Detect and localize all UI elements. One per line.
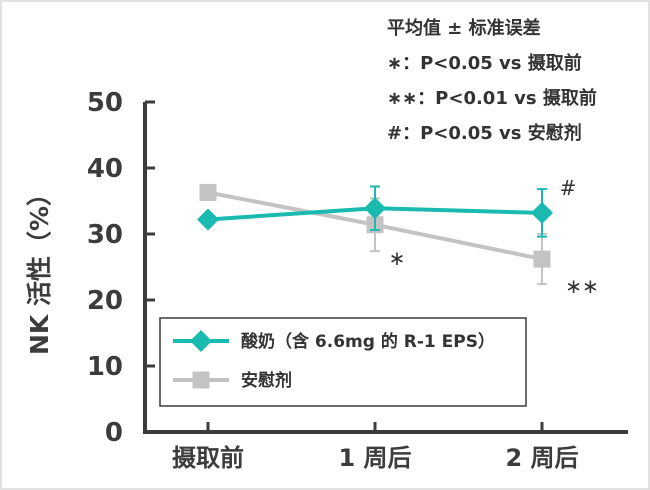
data-point [364,197,386,220]
legend-swatch-marker [192,371,210,389]
data-point [197,208,219,231]
note-double-star: ∗∗：P<0.01 vs 摄取前 [387,87,597,109]
plot-area: #∗∗∗ [197,176,599,298]
x-tick-label: 摄取前 [172,444,244,472]
legend-label: 安慰剂 [241,370,292,391]
legend-box [159,317,527,407]
y-tick-label: 50 [87,88,123,118]
y-axis-label: NK 活性（%） [25,181,54,355]
x-tick-label: 2 周后 [505,444,578,472]
series-0 [197,185,553,238]
notes: 平均值 ± 标准误差 ∗：P<0.05 vs 摄取前 ∗∗：P<0.01 vs … [387,17,597,144]
legend-swatch-marker [190,330,212,352]
significance-mark: ∗ [389,246,406,270]
x-tick-label: 1 周后 [338,444,411,472]
data-point [199,183,217,201]
y-tick-label: 30 [87,220,123,250]
y-tick-label: 10 [87,352,123,382]
y-tick-label: 20 [87,286,123,316]
x-ticks: 摄取前 1 周后 2 周后 [172,422,579,472]
significance-mark: ∗∗ [565,274,599,298]
y-tick-label: 40 [87,154,123,184]
data-point [531,201,553,224]
note-mean-sem: 平均值 ± 标准误差 [387,17,541,39]
data-point [533,250,551,268]
y-ticks: 0 10 20 30 40 50 [87,88,155,448]
y-axis-line [143,102,628,434]
note-single-star: ∗：P<0.05 vs 摄取前 [387,52,582,74]
y-tick-label: 0 [105,418,123,448]
significance-mark: # [560,176,577,200]
legend: 酸奶（含 6.6mg 的 R-1 EPS） 安慰剂 [159,317,527,407]
note-hash: #：P<0.05 vs 安慰剂 [387,122,582,144]
legend-label: 酸奶（含 6.6mg 的 R-1 EPS） [241,331,495,352]
